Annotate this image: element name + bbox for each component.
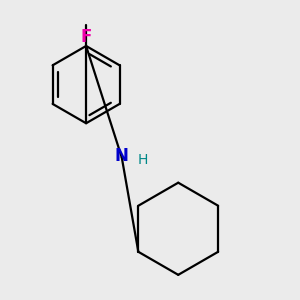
Text: N: N bbox=[115, 147, 129, 165]
Text: H: H bbox=[138, 153, 148, 167]
Text: F: F bbox=[80, 28, 92, 46]
